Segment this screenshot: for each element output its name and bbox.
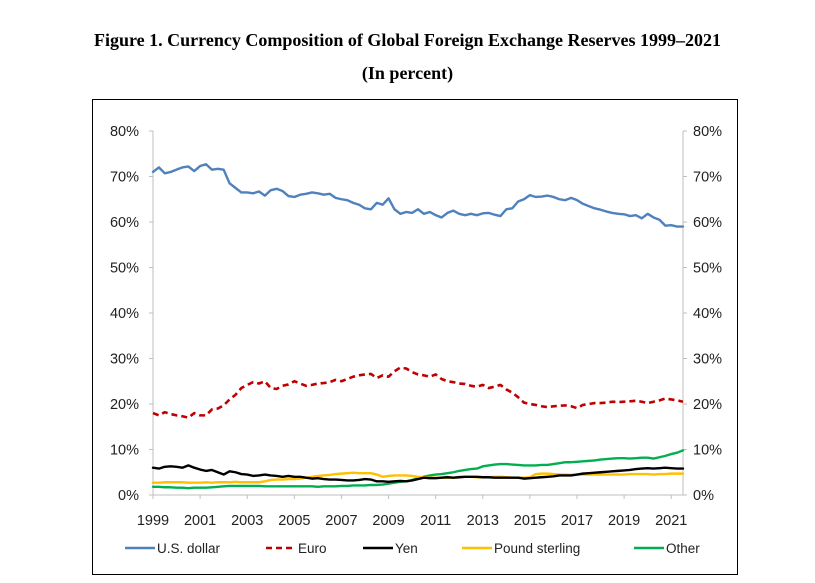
y-tick-label-right: 40% xyxy=(693,306,722,322)
series-line-euro xyxy=(152,366,684,419)
series-line-yen xyxy=(151,464,685,484)
legend-label-pound-sterling: Pound sterling xyxy=(494,541,580,556)
y-tick-label-right: 60% xyxy=(693,215,722,231)
y-tick-label-left: 10% xyxy=(110,443,139,459)
legend-label-euro: Euro xyxy=(298,541,327,556)
y-tick-label-right: 20% xyxy=(693,397,722,413)
x-tick-label: 2003 xyxy=(231,513,263,529)
x-tick-label: 2021 xyxy=(655,513,687,529)
line-chart: 0% 0% 10% 10% 20% 20% 30% 30% 40% 40% 50% 50% 60% 60%… xyxy=(110,124,722,556)
x-tick-label: 2013 xyxy=(467,513,499,529)
figure-subtitle: (In percent) xyxy=(361,63,454,83)
y-tick-label-left: 60% xyxy=(110,215,139,231)
x-tick-label: 2007 xyxy=(325,513,357,529)
y-tick-label-left: 80% xyxy=(110,124,139,140)
y-tick-label-right: 50% xyxy=(693,261,722,277)
series-line-u-s-dollar xyxy=(151,163,685,228)
y-tick-label-right: 30% xyxy=(693,352,722,368)
x-tick-label: 2009 xyxy=(372,513,404,529)
y-tick-label-left: 70% xyxy=(110,170,139,186)
legend-label-u-s-dollar: U.S. dollar xyxy=(157,541,221,556)
y-tick-label-left: 30% xyxy=(110,352,139,368)
x-tick-label: 2017 xyxy=(561,513,593,529)
y-tick-label-left: 20% xyxy=(110,397,139,413)
legend-label-yen: Yen xyxy=(395,541,418,556)
y-tick-label-right: 10% xyxy=(693,443,722,459)
y-tick-label-left: 0% xyxy=(118,488,139,504)
legend-label-other: Other xyxy=(666,541,700,556)
y-tick-label-right: 80% xyxy=(693,124,722,140)
y-tick-label-left: 40% xyxy=(110,306,139,322)
x-tick-label: 2001 xyxy=(184,513,216,529)
legend: U.S. dollar Euro Yen Pound sterling Other xyxy=(125,541,700,556)
y-tick-label-left: 50% xyxy=(110,261,139,277)
y-tick-label-right: 70% xyxy=(693,170,722,186)
x-tick-label: 2005 xyxy=(278,513,310,529)
y-tick-label-right: 0% xyxy=(693,488,714,504)
axes: 0% 0% 10% 10% 20% 20% 30% 30% 40% 40% 50% 50% 60% 60%… xyxy=(110,124,722,529)
series-line-pound-sterling xyxy=(151,471,685,484)
x-tick-label: 2015 xyxy=(514,513,546,529)
chart-frame: 0% 0% 10% 10% 20% 20% 30% 30% 40% 40% 50% 50% 60% 60%… xyxy=(92,99,738,575)
series-lines xyxy=(151,163,685,490)
x-tick-label: 2019 xyxy=(608,513,640,529)
figure-title: Figure 1. Currency Composition of Global… xyxy=(94,30,721,50)
x-tick-label: 2011 xyxy=(420,513,451,529)
x-tick-label: 1999 xyxy=(137,513,169,529)
